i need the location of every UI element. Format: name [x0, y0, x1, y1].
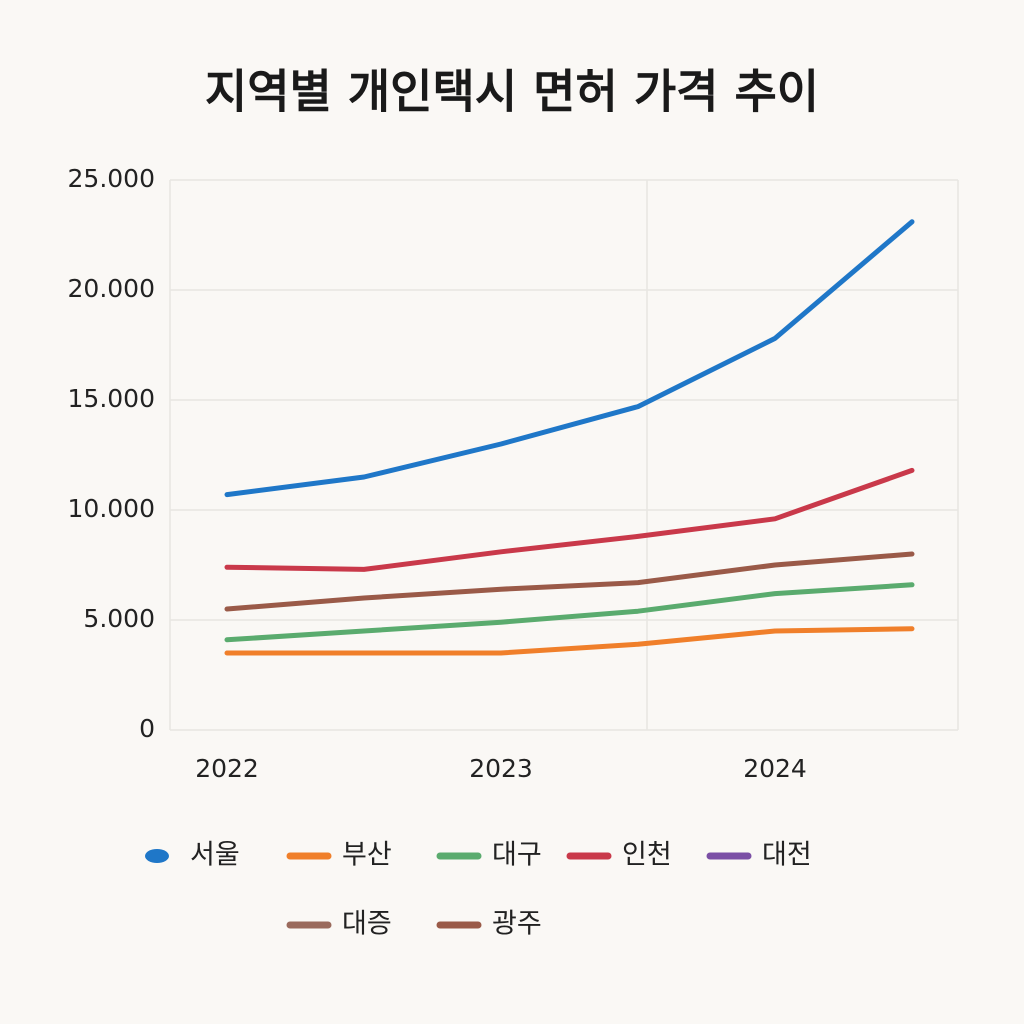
legend-marker [145, 849, 169, 863]
series-line [224, 551, 915, 612]
x-tick-label: 2024 [743, 754, 807, 783]
series-line [224, 582, 915, 643]
legend-label: 대전 [762, 840, 812, 871]
legend-label: 대증 [342, 909, 392, 940]
y-tick-label: 25.000 [68, 164, 155, 193]
x-tick-label: 2023 [469, 754, 533, 783]
y-tick-label: 20.000 [68, 274, 155, 303]
legend-label: 광주 [492, 909, 542, 940]
chart-title: 지역별 개인택시 면허 가격 추이 [205, 65, 819, 119]
y-tick-label: 0 [139, 714, 155, 743]
legend-label: 인천 [622, 840, 672, 871]
y-tick-label: 5.000 [83, 604, 155, 633]
legend-label: 서울 [190, 840, 240, 871]
y-tick-label: 10.000 [68, 494, 155, 523]
legend-label: 대구 [492, 840, 542, 871]
series-line [224, 219, 915, 498]
y-tick-label: 15.000 [68, 384, 155, 413]
legend-label: 부산 [342, 840, 392, 871]
series-line [224, 467, 915, 572]
x-tick-label: 2022 [195, 754, 259, 783]
series-line [224, 626, 915, 656]
